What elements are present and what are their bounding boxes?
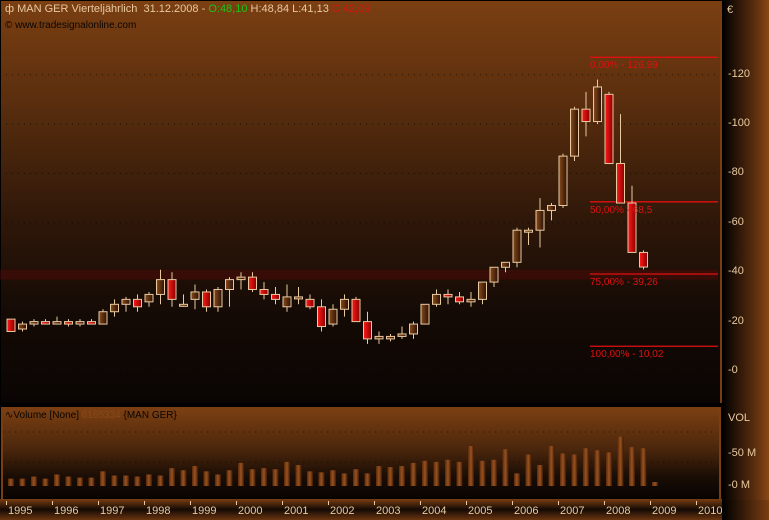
low-value: L:41,13 (292, 3, 329, 15)
volume-indicator-icon: ∿ (5, 410, 14, 421)
price-tick-label: -80 (728, 166, 744, 179)
year-label: 2010 (698, 505, 723, 517)
volume-title: ∿Volume [None] 6165334 {MAN GER} (5, 410, 177, 421)
year-tick (420, 501, 421, 505)
year-tick (328, 501, 329, 505)
year-label: 2008 (606, 505, 631, 517)
date: 31.12.2008 (143, 3, 199, 15)
year-tick (52, 501, 53, 505)
price-tick-label: -60 (728, 215, 744, 228)
year-tick (144, 501, 145, 505)
volume-tick-label: -50 M (728, 447, 757, 459)
year-tick (282, 501, 283, 505)
year-tick (696, 501, 697, 505)
year-label: 2002 (330, 505, 355, 517)
year-label: 2000 (238, 505, 263, 517)
year-label: 1999 (192, 505, 217, 517)
year-label: 2006 (514, 505, 539, 517)
symbol: MAN GER (17, 3, 69, 15)
fib-level-label: 0,00% - 126,99 (590, 60, 658, 72)
year-tick (98, 501, 99, 505)
price-tick-label: -40 (728, 265, 744, 278)
price-tick-label: -0 (728, 364, 738, 376)
year-label: 2005 (468, 505, 493, 517)
year-label: 2007 (560, 505, 585, 517)
year-tick (604, 501, 605, 505)
time-axis (0, 499, 722, 520)
volume-label: Volume [None] (13, 410, 79, 421)
price-tick-label: -120 (728, 67, 751, 80)
price-axis (722, 0, 769, 500)
year-tick (6, 501, 7, 505)
currency-label: € (727, 4, 734, 16)
year-label: 1998 (146, 505, 171, 517)
price-tick-label: -20 (728, 314, 744, 327)
chart-title: ф MAN GER Vierteljährlich 31.12.2008 - O… (5, 3, 370, 15)
year-tick (374, 501, 375, 505)
copyright: © www.tradesignalonline.com (5, 20, 137, 31)
volume-tick-label: VOL (728, 412, 751, 424)
price-tick-label: -100 (728, 117, 751, 129)
year-label: 2003 (376, 505, 401, 517)
year-label: 2009 (652, 505, 677, 517)
close-value: C:42,09 (331, 3, 371, 15)
volume-tick-label: -0 M (728, 479, 750, 491)
year-label: 2001 (284, 505, 309, 517)
fib-level-label: 75,00% - 39,26 (590, 277, 658, 289)
separator: - (201, 3, 206, 15)
year-tick (558, 501, 559, 505)
high-value: H:48,84 (250, 3, 290, 15)
year-tick (512, 501, 513, 505)
year-label: 1995 (8, 505, 33, 517)
year-tick (466, 501, 467, 505)
year-tick (236, 501, 237, 505)
year-label: 1997 (100, 505, 125, 517)
open-value: O:48,10 (208, 3, 248, 15)
period: Vierteljährlich (71, 3, 138, 15)
year-tick (650, 501, 651, 505)
volume-symbol: {MAN GER} (123, 410, 177, 421)
symbol-marker-icon: ф (5, 3, 18, 15)
volume-value: 6165334 (81, 410, 121, 421)
year-label: 2004 (422, 505, 447, 517)
fib-level-label: 50,00% - 68,5 (590, 204, 653, 216)
fib-level-label: 100,00% - 10,02 (590, 349, 664, 361)
year-tick (190, 501, 191, 505)
year-label: 1996 (54, 505, 79, 517)
